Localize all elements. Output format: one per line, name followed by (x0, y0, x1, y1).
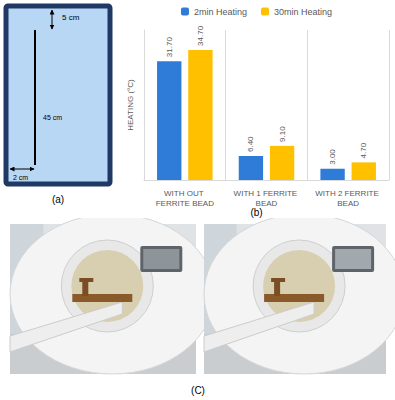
svg-text:3.00: 3.00 (328, 149, 337, 165)
svg-text:5 cm: 5 cm (62, 13, 80, 22)
svg-text:(a): (a) (52, 194, 64, 205)
svg-text:WITH OUT: WITH OUT (164, 189, 206, 198)
svg-text:6.40: 6.40 (246, 136, 255, 152)
svg-text:WITH 1 FERRITE: WITH 1 FERRITE (234, 189, 300, 198)
svg-text:2min Heating: 2min Heating (194, 7, 247, 17)
svg-text:31.70: 31.70 (165, 37, 174, 58)
svg-text:FERRITE BEAD: FERRITE BEAD (156, 199, 214, 208)
svg-text:BEAD: BEAD (337, 199, 359, 208)
html-text:(b): (b) (250, 207, 263, 218)
svg-text:(C): (C) (191, 385, 205, 396)
svg-text:9.10: 9.10 (278, 126, 287, 142)
svg-text:45 cm: 45 cm (43, 114, 62, 121)
svg-text:4.70: 4.70 (359, 142, 368, 158)
svg-text:30min Heating: 30min Heating (274, 7, 332, 17)
svg-text:WITH 2 FERRITE: WITH 2 FERRITE (315, 189, 381, 198)
svg-text:34.70: 34.70 (196, 25, 205, 46)
svg-text:HEATING (°C): HEATING (°C) (126, 79, 135, 131)
svg-text:BEAD: BEAD (256, 199, 278, 208)
svg-text:2 cm: 2 cm (13, 174, 28, 181)
